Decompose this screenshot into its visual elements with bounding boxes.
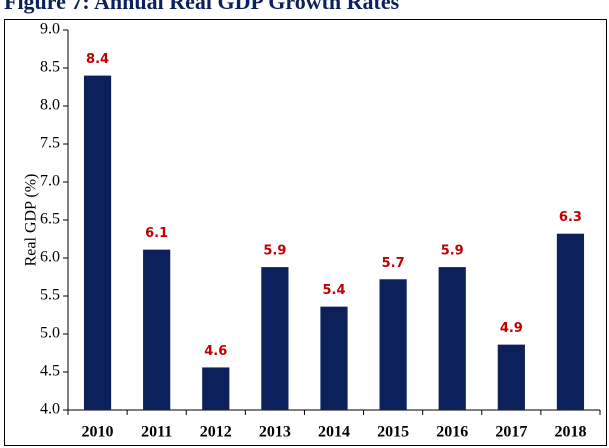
value-label: 5.9 [441,244,464,259]
y-tick-label: 6.0 [40,249,60,266]
y-tick-label: 7.5 [40,135,60,152]
y-tick-label: 5.0 [40,325,60,342]
bar [379,279,407,410]
y-tick-label: 7.0 [40,173,60,190]
x-tick-label: 2010 [82,424,114,441]
y-tick-label: 4.0 [40,401,60,418]
x-tick-label: 2015 [377,424,409,441]
chart-frame [4,19,607,446]
bar [497,344,525,410]
x-tick-label: 2018 [554,424,586,441]
x-tick-label: 2016 [436,424,468,441]
bar [438,267,466,410]
value-label: 8.4 [86,52,109,67]
value-label: 6.3 [559,210,582,225]
value-label: 5.4 [322,283,345,298]
x-tick-label: 2017 [495,424,527,441]
y-tick-label: 4.5 [40,363,60,380]
x-tick-label: 2014 [318,424,350,441]
value-label: 4.6 [204,344,227,359]
y-tick-label: 5.5 [40,287,60,304]
y-axis-label: Real GDP (%) [23,174,40,267]
bar [143,249,171,410]
bar [320,306,348,410]
bar [556,233,585,410]
y-tick-label: 6.5 [40,211,60,228]
bar [83,75,112,410]
value-label: 5.9 [263,244,286,259]
y-tick-label: 8.5 [40,59,60,76]
x-tick-label: 2013 [259,424,291,441]
y-tick-label: 9.0 [40,21,60,38]
value-label: 4.9 [500,321,523,336]
value-label: 6.1 [145,226,168,241]
y-tick-label: 8.0 [40,97,60,114]
x-tick-label: 2012 [200,424,232,441]
bar [202,367,230,410]
bar [261,267,289,410]
value-label: 5.7 [382,256,405,271]
x-tick-label: 2011 [141,424,172,441]
chart-title: Figure 7: Annual Real GDP Growth Rates [4,0,400,14]
